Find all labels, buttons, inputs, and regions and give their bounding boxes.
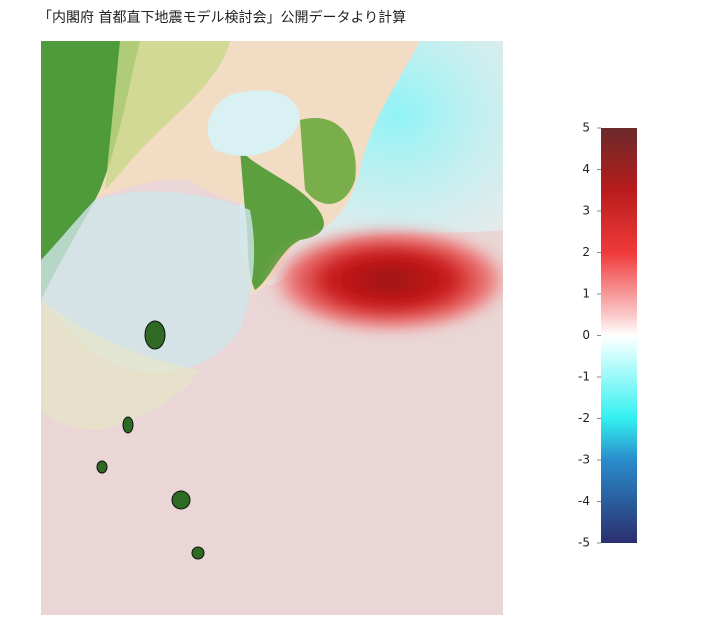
colorbar-tick-label: -1: [578, 370, 590, 384]
colorbar-ticks: 5 4 3 2 1 0 -1 -2 -3 -4 -5: [578, 121, 601, 550]
colorbar-tick-label: 3: [582, 204, 590, 218]
colorbar-tick-label: 2: [582, 245, 590, 259]
colorbar-tick-label: -5: [578, 536, 590, 550]
colorbar: [601, 128, 637, 543]
title: 「内閣府 首都直下地震モデル検討会」公開データより計算: [38, 9, 406, 26]
colorbar-tick-label: -2: [578, 411, 590, 425]
colorbar-tick-label: 5: [582, 121, 590, 135]
colorbar-tick-label: 4: [582, 162, 590, 176]
colorbar-tick-label: -4: [578, 494, 590, 508]
colorbar-tick-label: 0: [582, 328, 590, 342]
colorbar-tick-label: -3: [578, 453, 590, 467]
map: [41, 41, 503, 615]
colorbar-tick-label: 1: [582, 287, 590, 301]
